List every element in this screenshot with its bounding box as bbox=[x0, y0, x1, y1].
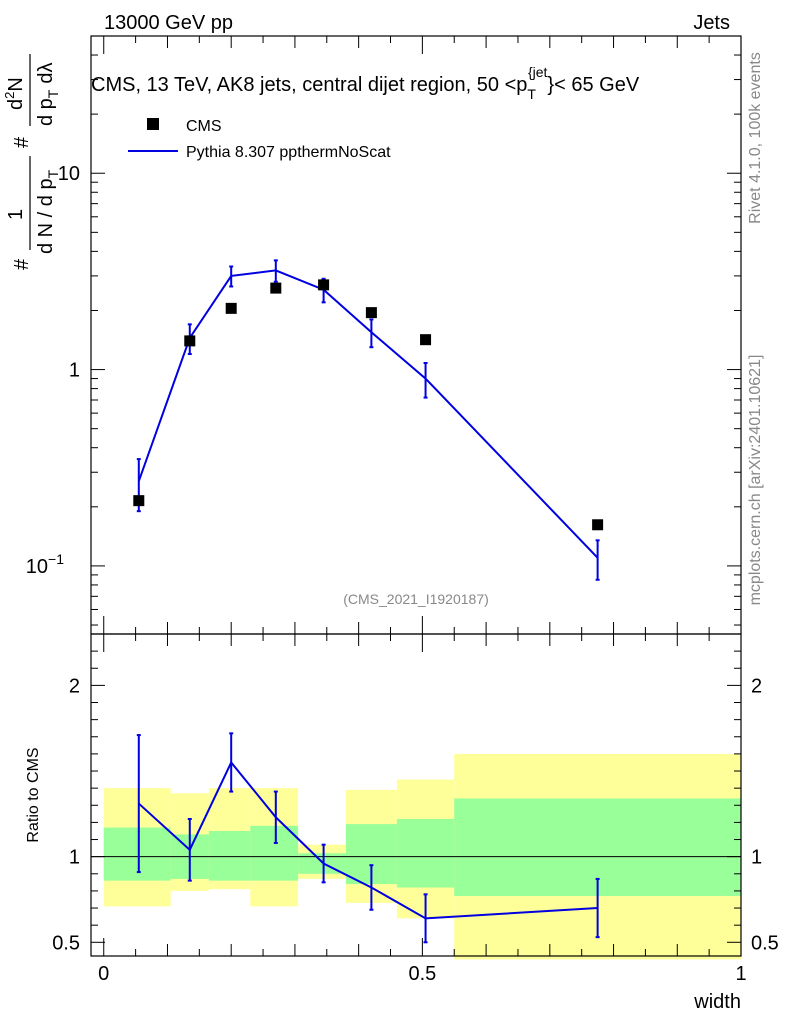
cms-point bbox=[592, 519, 604, 531]
cms-point bbox=[184, 335, 196, 347]
ratio-ytick-label-right: 2 bbox=[751, 675, 762, 697]
ratio-ytick-label: 1 bbox=[69, 847, 80, 869]
ylabel-denom2-text: d p bbox=[35, 98, 57, 126]
ylabel-denom-sub: T bbox=[45, 169, 61, 178]
main-data bbox=[133, 259, 604, 581]
cms-point bbox=[420, 334, 432, 346]
ratio-xtick-label: 0.5 bbox=[408, 963, 436, 985]
legend-cms-label: CMS bbox=[186, 118, 222, 135]
ratio-ytick-label-right: 0.5 bbox=[751, 932, 779, 954]
ratio-data bbox=[136, 732, 600, 944]
ratio-ytick-label: 0.5 bbox=[52, 932, 80, 954]
ylabel-denom2: d pTdλ bbox=[35, 63, 61, 127]
ylabel-denom-text: d N / d p bbox=[35, 178, 57, 254]
cms-point bbox=[225, 302, 237, 314]
ratio-ylabel: Ratio to CMS bbox=[25, 747, 42, 842]
ylabel-d2n-sup: 2 bbox=[2, 92, 17, 99]
cms-point bbox=[318, 279, 330, 291]
ylabel-denom2-sub: T bbox=[45, 89, 61, 98]
ratio-panel: 0 0.5 12 21 10.5 0.5 Ratio to CMS width bbox=[25, 633, 779, 1013]
main-ytick-label: 1 bbox=[69, 360, 80, 382]
header-process: Jets bbox=[693, 12, 730, 34]
ylabel-d2n: d2N bbox=[2, 77, 27, 110]
ratio-band-inner bbox=[208, 830, 251, 881]
ratio-line bbox=[138, 760, 598, 920]
mcplots-label: mcplots.cern.ch [arXiv:2401.10621] bbox=[747, 355, 764, 606]
ratio-band-inner bbox=[396, 818, 455, 888]
legend-pythia-label: Pythia 8.307 ppthermNoScat bbox=[186, 144, 391, 161]
analysis-watermark: (CMS_2021_I1920187) bbox=[343, 591, 489, 607]
ratio-ytick-label: 2 bbox=[69, 675, 80, 697]
title-superscript: {jet bbox=[528, 64, 548, 80]
ylabel-one: 1 bbox=[5, 209, 27, 220]
ratio-band-inner bbox=[250, 825, 299, 881]
ratio-xtick-label: 1 bbox=[735, 963, 746, 985]
main-ytick-label: 10−1 bbox=[26, 551, 64, 578]
ylabel-d2n-d: d bbox=[5, 99, 27, 110]
main-ylabel: # 1 d N / d pT # d2N d pTdλ bbox=[2, 54, 61, 270]
header-energy: 13000 GeV pp bbox=[104, 12, 233, 34]
ylabel-denom2-tail: dλ bbox=[35, 63, 57, 84]
pythia-line bbox=[137, 269, 599, 559]
title-suffix: }< 65 GeV bbox=[547, 74, 639, 96]
rivet-label: Rivet 4.1.0, 100k events bbox=[747, 52, 764, 224]
title-subscript: T bbox=[527, 86, 536, 102]
ylabel-denom: d N / d pT bbox=[35, 169, 61, 254]
cms-point bbox=[365, 307, 377, 319]
cms-point bbox=[133, 495, 145, 507]
title-prefix: CMS, 13 TeV, AK8 jets, central dijet reg… bbox=[91, 74, 527, 96]
ratio-xtick-label: 0 bbox=[98, 963, 109, 985]
plot-title: CMS, 13 TeV, AK8 jets, central dijet reg… bbox=[91, 64, 640, 102]
main-ytick-label: 10 bbox=[58, 163, 80, 185]
ratio-frame bbox=[90, 633, 742, 957]
x-axis-label: width bbox=[693, 991, 741, 1013]
ylabel-d2n-n: N bbox=[5, 77, 27, 91]
ratio-bands bbox=[91, 753, 741, 960]
main-ytick-label-base: 10 bbox=[26, 556, 48, 578]
cms-point bbox=[270, 282, 282, 294]
ratio-ytick-label-right: 1 bbox=[751, 847, 762, 869]
ratio-axis-ticks: 0 0.5 12 21 10.5 0.5 bbox=[52, 634, 779, 985]
main-ytick-label-exp: −1 bbox=[48, 551, 64, 567]
ylabel-hash2: # bbox=[11, 136, 33, 148]
legend-cms-marker bbox=[147, 118, 159, 130]
ylabel-hash: # bbox=[11, 258, 33, 270]
